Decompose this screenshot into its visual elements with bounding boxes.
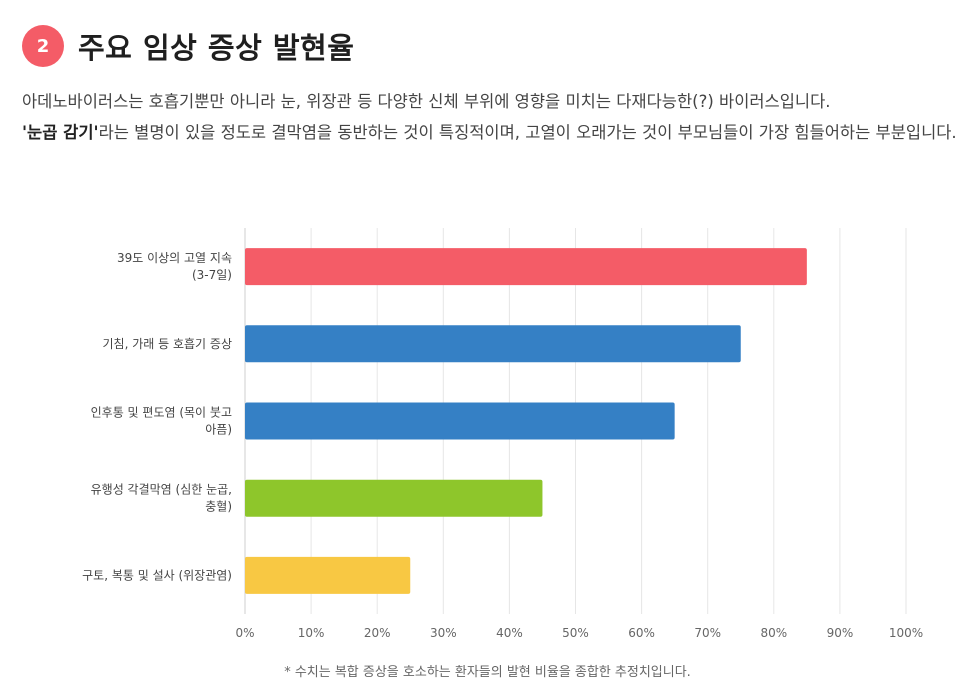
y-category-label: 유행성 각결막염 (심한 눈곱, 충혈) — [91, 482, 232, 514]
bar — [245, 325, 741, 363]
section-heading: 2 주요 임상 증상 발현율 — [22, 22, 354, 70]
x-tick-label: 50% — [562, 626, 589, 640]
intro-text-1: 아데노바이러스는 호흡기뿐만 아니라 눈, 위장관 등 다양한 신체 부위에 영… — [22, 92, 831, 111]
x-tick-label: 40% — [496, 626, 523, 640]
bar — [245, 248, 807, 286]
section-number-badge: 2 — [22, 25, 64, 67]
x-tick-label: 70% — [694, 626, 721, 640]
section-title: 주요 임상 증상 발현율 — [78, 31, 355, 65]
y-category-label: 39도 이상의 고열 지속 (3-7일) — [117, 251, 232, 282]
x-tick-label: 0% — [235, 626, 254, 640]
bar — [245, 556, 411, 594]
intro-bold-nickname: '눈곱 감기' — [22, 123, 99, 142]
x-tick-label: 100% — [889, 626, 923, 640]
x-tick-label: 80% — [760, 626, 787, 640]
x-tick-label: 90% — [827, 626, 854, 640]
x-tick-label: 30% — [430, 626, 457, 640]
intro-paragraph: 아데노바이러스는 호흡기뿐만 아니라 눈, 위장관 등 다양한 신체 부위에 영… — [22, 86, 962, 148]
bar — [245, 479, 543, 517]
chart-footnote: * 수치는 복합 증상을 호소하는 환자들의 발현 비율을 종합한 추정치입니다… — [284, 665, 691, 680]
y-category-label: 인후통 및 편도염 (목이 붓고 아픔) — [91, 406, 232, 437]
y-category-label: 구토, 복통 및 설사 (위장관염) — [82, 568, 232, 582]
x-tick-label: 60% — [628, 626, 655, 640]
intro-text-2: 라는 별명이 있을 정도로 결막염을 동반하는 것이 특징적이며, 고열이 오래… — [98, 123, 957, 142]
y-category-label: 기침, 가래 등 호흡기 증상 — [103, 337, 232, 351]
bar — [245, 402, 675, 440]
x-tick-label: 10% — [298, 626, 325, 640]
x-tick-label: 20% — [364, 626, 391, 640]
